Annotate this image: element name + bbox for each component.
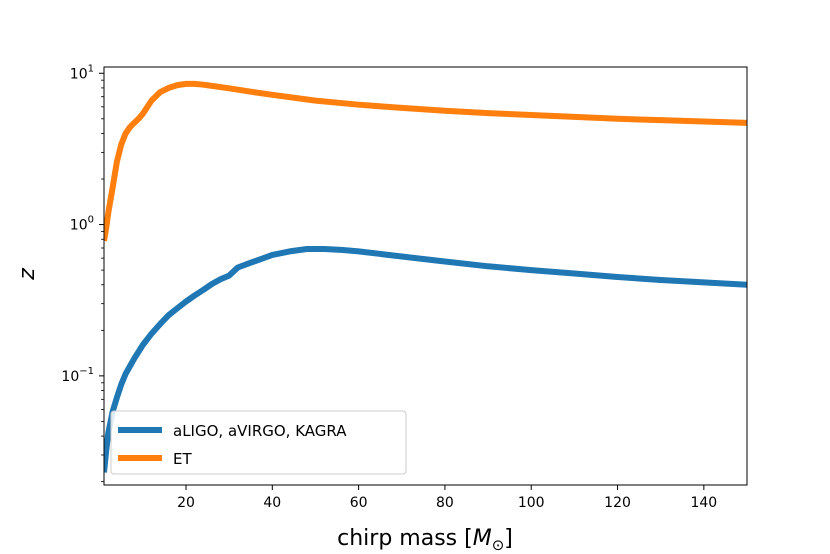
series-line-aligo <box>104 246 747 473</box>
x-tick-label: 40 <box>263 495 281 511</box>
y-tick-label: 10−1 <box>61 366 94 385</box>
axes-frame <box>103 66 748 486</box>
x-tick-label: 140 <box>690 495 717 511</box>
x-tick-label: 80 <box>436 495 454 511</box>
legend-label-et: ET <box>173 450 192 468</box>
y-tick-label: 100 <box>70 215 94 234</box>
legend-box <box>110 410 407 475</box>
x-tick-label: 120 <box>604 495 631 511</box>
legend: aLIGO, aVIRGO, KAGRA ET <box>110 410 407 475</box>
y-axis-label: z <box>15 268 40 281</box>
legend-label-aligo: aLIGO, aVIRGO, KAGRA <box>173 422 347 440</box>
x-axis-ticks: 20 40 60 80 100 120 140 <box>177 485 717 511</box>
y-tick-label: 101 <box>70 63 94 82</box>
x-tick-label: 20 <box>177 495 195 511</box>
y-axis-ticks: 10−1 100 101 <box>61 63 104 385</box>
x-tick-label: 60 <box>350 495 368 511</box>
y-axis-minor-ticks <box>101 79 104 483</box>
series-line-et <box>104 80 747 242</box>
x-axis-label: chirp mass [M⊙] <box>337 526 513 554</box>
x-tick-label: 100 <box>518 495 545 511</box>
